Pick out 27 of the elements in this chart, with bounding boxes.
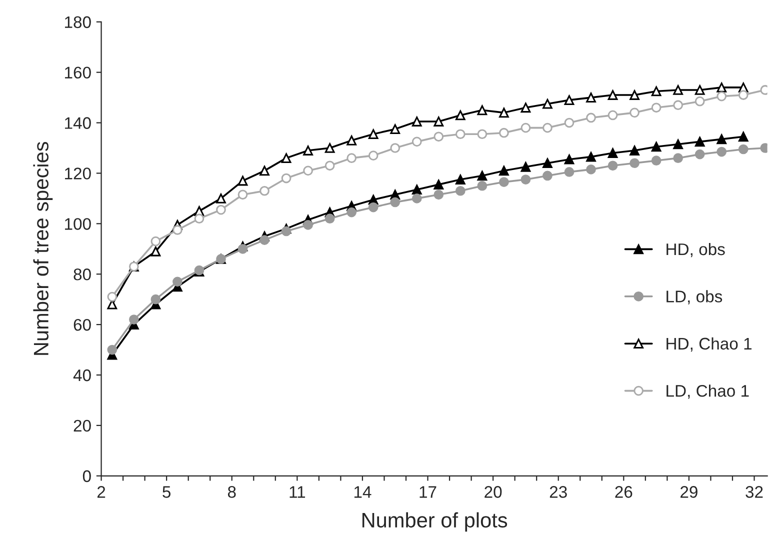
legend-label: LD, obs [666,290,722,304]
x-tick-label: 17 [420,486,436,498]
y-tick-label: 40 [73,369,91,382]
x-tick-label: 11 [290,486,306,498]
x-tick-label: 29 [680,486,698,498]
y-tick-label: 80 [74,268,91,280]
legend-label: HD, obs [666,242,725,258]
legend-label: LD, Chao 1 [666,384,749,399]
legend-label: HD, Chao 1 [666,337,752,352]
x-axis-title: Number of plots [362,512,508,532]
x-tick-label: 26 [615,486,632,498]
x-tick-label: 32 [746,486,763,498]
y-tick-label: 180 [65,16,91,28]
x-tick-label: 20 [484,486,502,498]
y-tick-label: 100 [65,218,91,230]
y-tick-label: 120 [65,168,91,180]
x-tick-label: 14 [354,486,372,498]
x-tick-label: 2 [97,486,106,498]
y-tick-label: 60 [74,318,91,331]
x-tick-label: 23 [550,486,567,498]
x-tick-label: 5 [162,486,171,498]
x-tick-label: 8 [228,486,236,498]
y-axis-title: Number of tree species [33,142,53,355]
y-tick-label: 160 [65,66,91,79]
y-tick-label: 140 [65,117,91,129]
y-tick-label: 20 [74,420,91,432]
y-tick-label: 0 [82,470,91,482]
